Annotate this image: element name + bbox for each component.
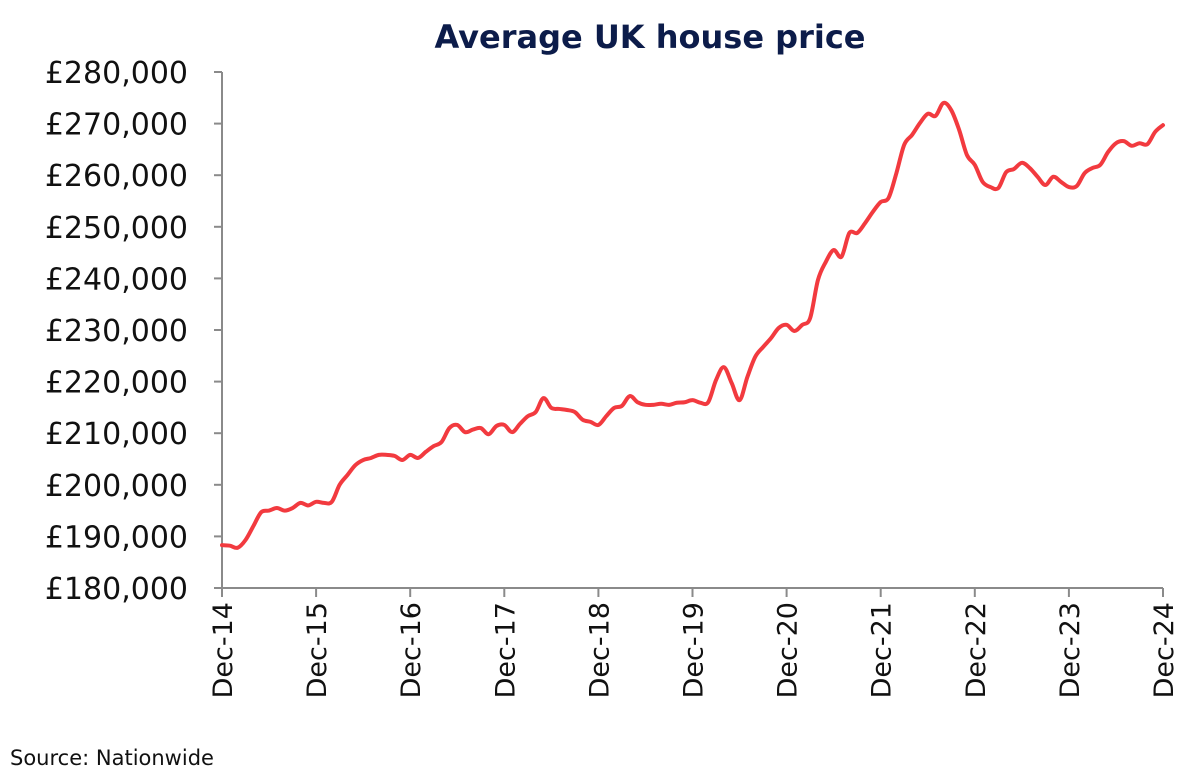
x-tick-label: Dec-15 (302, 602, 333, 698)
y-tick-label: £210,000 (45, 417, 188, 452)
y-tick-label: £270,000 (45, 108, 188, 143)
y-tick-label: £240,000 (45, 262, 188, 297)
y-tick-label: £190,000 (45, 520, 188, 555)
y-tick-label: £280,000 (45, 56, 188, 91)
house-price-line (220, 100, 1165, 550)
x-tick-label: Dec-18 (584, 602, 615, 698)
x-tick-label: Dec-24 (1149, 602, 1180, 698)
y-tick-label: £220,000 (45, 366, 188, 401)
x-tick-label: Dec-20 (773, 602, 804, 698)
x-axis: Dec-14 Dec-15 Dec-16 Dec-17 Dec-18 Dec-19 Dec-… (208, 587, 1180, 698)
y-tick-label: £180,000 (45, 572, 188, 607)
x-tick-label: Dec-23 (1055, 602, 1086, 698)
y-tick-label: £250,000 (45, 211, 188, 246)
y-tick-label: £200,000 (45, 469, 188, 504)
x-tick-label: Dec-19 (679, 602, 710, 698)
x-tick-label: Dec-17 (490, 602, 521, 698)
chart-title: Average UK house price (435, 18, 866, 56)
x-tick-label: Dec-14 (208, 602, 239, 698)
series-group (220, 100, 1165, 550)
source-note: Source: Nationwide (10, 746, 214, 770)
y-tick-label: £260,000 (45, 159, 188, 194)
x-tick-label: Dec-16 (396, 602, 427, 698)
x-tick-label: Dec-21 (867, 602, 898, 698)
x-tick-label: Dec-22 (961, 602, 992, 698)
y-tick-label: £230,000 (45, 314, 188, 349)
y-axis: £180,000 £190,000 £200,000 £210,000 £220,000… (45, 56, 223, 607)
